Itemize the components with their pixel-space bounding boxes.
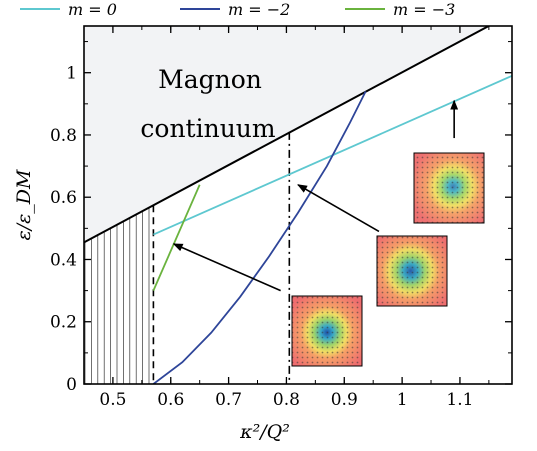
arrows: [172, 99, 459, 292]
inset-m-2: [376, 235, 448, 307]
inset-arrow-1: [297, 184, 380, 233]
x-tick-label: 0.6: [157, 390, 184, 410]
y-tick-label: 0.6: [50, 188, 77, 208]
inset-m-3: [291, 295, 363, 367]
x-tick-label: 1: [397, 390, 408, 410]
y-tick-label: 0.2: [50, 313, 77, 333]
x-tick-label: 1.1: [446, 390, 473, 410]
x-tick-label: 0.9: [331, 390, 358, 410]
x-axis-label: κ²/Q²: [239, 421, 290, 443]
region-label-line2: continuum: [140, 114, 275, 143]
tick-labels: 0.5 0.6 0.7 0.8 0.9 1 1.1 0 0.2 0.4 0.6 0.8 1: [50, 64, 474, 410]
x-tick-label: 0.5: [99, 390, 126, 410]
region-label-line1: Magnon: [158, 65, 262, 94]
plot-area: [84, 26, 512, 384]
legend-label-1: m = −2: [228, 0, 290, 19]
continuum-boundary-line: [84, 26, 491, 244]
ticks: [83, 26, 512, 385]
plot-frame: [83, 25, 513, 385]
x-tick-label: 0.7: [215, 390, 242, 410]
legend-label-2: m = −3: [393, 0, 455, 19]
inset-arrow-0: [172, 243, 281, 292]
y-tick-label: 1: [66, 64, 77, 84]
y-axis-label: ε/ε_DM: [13, 169, 35, 241]
inset-m0: [413, 152, 485, 224]
y-tick-label: 0.8: [50, 126, 77, 146]
y-tick-label: 0.4: [50, 250, 77, 270]
series-line-1: [152, 90, 367, 384]
hatched-region: [84, 207, 150, 384]
legend-label-0: m = 0: [68, 0, 117, 19]
y-tick-label: 0: [66, 375, 77, 395]
legend: m = 0 m = −2 m = −3: [20, 0, 455, 19]
series-line-2: [152, 184, 201, 291]
x-tick-label: 0.8: [273, 390, 300, 410]
